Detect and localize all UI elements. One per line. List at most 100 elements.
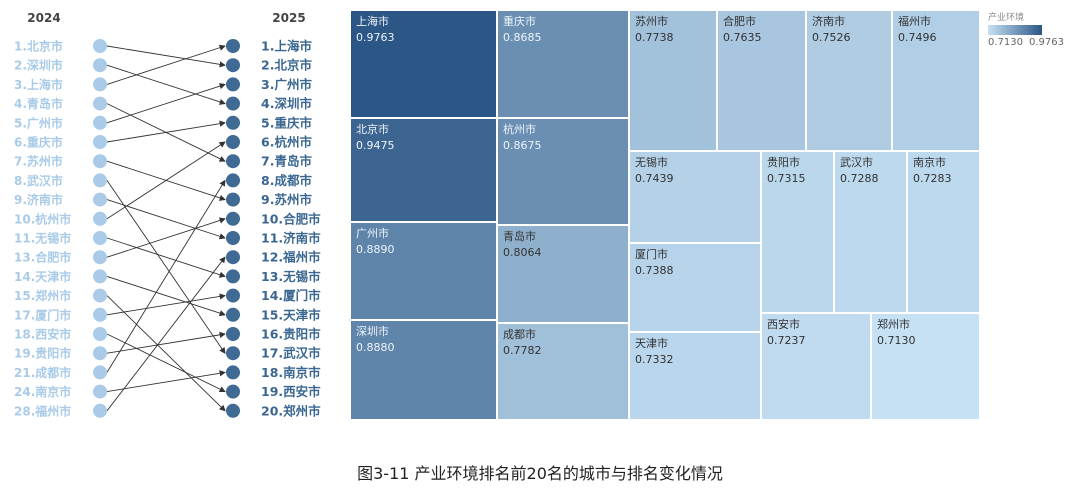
rank-2025-dot [226,115,240,130]
rank-2025-label: 12.福州市 [261,250,321,265]
rank-2025-label: 6.杭州市 [261,135,312,150]
treemap-tile: 重庆市 0.8685 [497,10,629,118]
rank-2025-dot [226,250,240,265]
rank-2025-label: 10.合肥市 [261,211,321,226]
rank-change-arrow [106,44,226,85]
rank-2024-label: 15.郑州市 [14,288,71,303]
rank-2025-label: 13.无锡市 [261,269,321,284]
rank-2024-label: 24.南京市 [14,384,71,399]
rank-2024-dot [93,269,107,284]
tile-score-value: 0.9475 [356,139,395,152]
tile-score-value: 0.7130 [877,334,916,347]
treemap-tile: 厦门市 0.7388 [629,243,761,332]
rank-change-arrow [106,120,226,143]
tile-score-value: 0.7283 [913,172,952,185]
rank-change-arrow [106,179,226,373]
tile-score-value: 0.8675 [503,139,542,152]
rank-2024-label: 3.上海市 [14,77,63,92]
rank-2025-dot [226,346,240,361]
rank-change-arrow [106,275,226,317]
rank-2025-label: 9.苏州市 [261,192,312,207]
tile-score-value: 0.7237 [767,334,806,347]
rank-2025-label: 18.南京市 [261,365,321,380]
rank-2025-label: 17.武汉市 [261,346,321,361]
treemap-tile: 天津市 0.7332 [629,332,761,420]
rank-2024-dot [93,115,107,130]
legend-title: 产业环境 [988,13,1025,23]
rank-2025-label: 4.深圳市 [261,96,312,111]
rank-2024-dot [93,58,107,73]
treemap-tile: 贵阳市 0.7315 [761,151,834,313]
tile-score-value: 0.7635 [723,31,762,44]
figure-caption: 图3-11 产业环境排名前20名的城市与排名变化情况 [357,464,723,483]
treemap-tile: 武汉市 0.7288 [834,151,907,313]
rank-2024-dot [93,307,107,322]
rank-2024-dot [93,288,107,303]
rank-2024-label: 6.重庆市 [14,135,63,150]
rank-2024-label: 11.无锡市 [14,231,71,246]
tile-city-name: 武汉市 [840,156,873,169]
tile-city-name: 成都市 [503,328,536,341]
tile-city-name: 福州市 [898,15,931,28]
rank-2024-label: 13.合肥市 [14,250,71,265]
rank-2024-label: 28.福州市 [14,403,71,418]
treemap-tile: 合肥市 0.7635 [717,10,806,151]
tile-city-name: 天津市 [635,337,668,350]
ranking-bump-chart: 2024 2025 1.北京市 2.深圳市 3.上海市 4.青岛市 5.广州市 6.重庆市… [14,11,321,418]
rank-2024-label: 7.苏州市 [14,154,63,169]
tile-city-name: 郑州市 [877,318,910,331]
rank-change-arrow [106,293,226,316]
rank-2025-label: 1.上海市 [261,39,312,54]
rank-2025-dot [226,365,240,380]
year-label-2025: 2025 [272,11,305,25]
rank-change-arrow [106,217,226,258]
treemap-tile: 无锡市 0.7439 [629,151,761,243]
tile-score-value: 0.7388 [635,264,674,277]
tile-score-value: 0.8064 [503,246,542,259]
tile-city-name: 南京市 [913,156,946,169]
rank-change-arrow [106,256,226,412]
rank-2024-dot [93,231,107,245]
tile-city-name: 重庆市 [503,15,536,28]
rank-2024-label: 19.贵阳市 [14,346,71,361]
rank-2024-dot [93,135,107,149]
rank-2025-dot [226,173,240,188]
tile-city-name: 杭州市 [503,123,536,136]
rank-change-arrow [106,180,226,354]
rank-2024-dot [93,192,107,207]
treemap-tile: 南京市 0.7283 [907,151,980,313]
treemap-tile: 苏州市 0.7738 [629,10,717,151]
tile-score-value: 0.7315 [767,172,806,185]
treemap-tile: 西安市 0.7237 [761,313,871,420]
rank-2024-dot [93,403,107,418]
tile-score-value: 0.8890 [356,243,395,256]
year-label-2024: 2024 [27,11,60,25]
tile-score-value: 0.7496 [898,31,937,44]
rank-2025-label: 19.西安市 [261,384,321,399]
rank-2025-dot [226,96,240,111]
rank-2025-dot [226,154,240,169]
rank-2025-dot [226,58,240,73]
rank-change-arrow [106,199,226,240]
legend-max-label: 0.9763 [1029,37,1064,48]
tile-score-value: 0.7288 [840,172,879,185]
rank-change-arrow [106,83,226,124]
rank-change-arrow [106,333,226,393]
tile-city-name: 西安市 [767,318,800,331]
rank-change-arrow [106,331,226,354]
treemap-tile: 杭州市 0.8675 [497,118,629,225]
industry-environment-treemap: 上海市 0.9763 北京市 0.9475 广州市 0.8890 深圳市 0.8880 重庆市 0… [350,10,980,420]
rank-2025-dot [226,384,240,399]
tile-city-name: 合肥市 [723,15,756,28]
rank-change-arrow [106,370,226,393]
tile-score-value: 0.8880 [356,341,395,354]
rank-2025-label: 2.北京市 [261,58,312,73]
tile-score-value: 0.8685 [503,31,542,44]
tile-score-value: 0.7526 [812,31,851,44]
rank-2024-label: 17.厦门市 [14,307,71,322]
rank-2025-dot [226,269,240,284]
rank-2025-label: 15.天津市 [261,307,321,322]
rank-2025-dot [226,77,240,92]
treemap-tile: 青岛市 0.8064 [497,225,629,323]
rank-change-arrow [106,64,226,105]
